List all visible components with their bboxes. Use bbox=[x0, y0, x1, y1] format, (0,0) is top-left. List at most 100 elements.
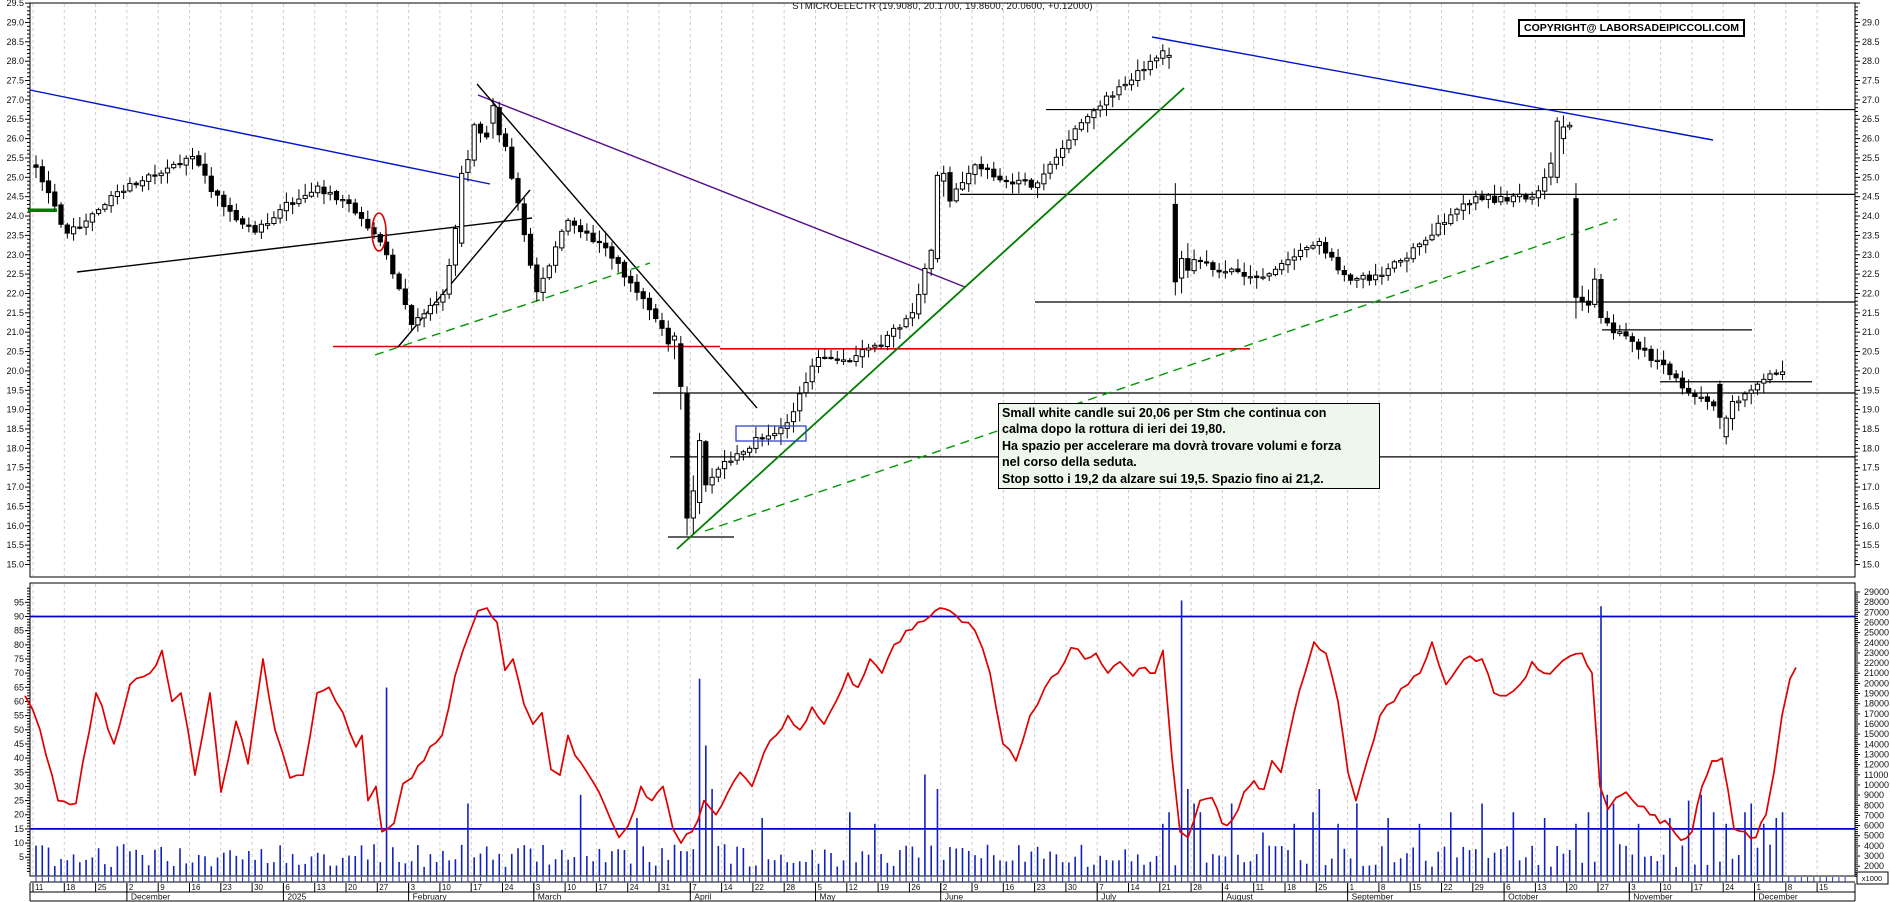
svg-text:8: 8 bbox=[1788, 883, 1793, 892]
annotation-line: Ha spazio per accelerare ma dovrà trovar… bbox=[1002, 438, 1342, 453]
price-axis-right: 29.0 28.5 28.0 27.5 27.0 26.5 26.0 25.5 25.0 24.5… bbox=[1855, 2, 1880, 569]
svg-text:3: 3 bbox=[536, 883, 541, 892]
svg-text:11: 11 bbox=[1256, 883, 1265, 892]
svg-text:3: 3 bbox=[1631, 883, 1636, 892]
svg-text:April: April bbox=[694, 892, 711, 902]
svg-text:23.5: 23.5 bbox=[6, 230, 24, 240]
svg-text:25.5: 25.5 bbox=[1862, 153, 1880, 163]
svg-text:5: 5 bbox=[818, 883, 823, 892]
annotation-box: Small white candle sui 20,06 per Stm che… bbox=[998, 403, 1380, 490]
svg-text:25000: 25000 bbox=[1864, 628, 1889, 638]
svg-text:28.0: 28.0 bbox=[6, 56, 24, 66]
svg-text:27.0: 27.0 bbox=[1862, 95, 1880, 105]
svg-text:4000: 4000 bbox=[1864, 841, 1884, 851]
svg-text:29.0: 29.0 bbox=[1862, 17, 1880, 27]
svg-text:18: 18 bbox=[1287, 883, 1296, 892]
svg-text:27: 27 bbox=[379, 883, 388, 892]
svg-text:20: 20 bbox=[348, 883, 357, 892]
svg-text:17000: 17000 bbox=[1864, 709, 1889, 719]
svg-text:10: 10 bbox=[442, 883, 451, 892]
svg-text:10: 10 bbox=[567, 883, 576, 892]
svg-text:15: 15 bbox=[14, 824, 24, 834]
svg-text:17: 17 bbox=[473, 883, 482, 892]
oscillator-line bbox=[24, 607, 1797, 844]
svg-text:30: 30 bbox=[1068, 883, 1077, 892]
svg-text:2: 2 bbox=[943, 883, 948, 892]
svg-text:18.5: 18.5 bbox=[6, 424, 24, 434]
svg-text:August: August bbox=[1226, 892, 1253, 902]
svg-text:7000: 7000 bbox=[1864, 810, 1884, 820]
svg-text:20.5: 20.5 bbox=[1862, 347, 1880, 357]
red-resistance-line bbox=[333, 345, 1250, 350]
svg-text:17.5: 17.5 bbox=[1862, 463, 1880, 473]
svg-text:50: 50 bbox=[14, 725, 24, 735]
svg-text:29.5: 29.5 bbox=[6, 0, 24, 8]
oscillator-reference-lines bbox=[30, 615, 1855, 830]
svg-text:20: 20 bbox=[14, 810, 24, 820]
svg-text:22.5: 22.5 bbox=[6, 269, 24, 279]
svg-text:9: 9 bbox=[974, 883, 979, 892]
support-resistance-lines bbox=[653, 108, 1855, 538]
svg-text:14: 14 bbox=[724, 883, 733, 892]
annotation-line: Stop sotto i 19,2 da alzare sui 19,5. Sp… bbox=[1002, 471, 1324, 486]
svg-text:19.0: 19.0 bbox=[6, 405, 24, 415]
svg-text:14000: 14000 bbox=[1864, 739, 1889, 749]
svg-text:17.0: 17.0 bbox=[1862, 482, 1880, 492]
svg-text:45: 45 bbox=[14, 739, 24, 749]
svg-text:11: 11 bbox=[35, 883, 44, 892]
svg-text:3000: 3000 bbox=[1864, 851, 1884, 861]
svg-text:23.0: 23.0 bbox=[1862, 250, 1880, 260]
svg-text:December: December bbox=[131, 892, 170, 902]
svg-text:25.0: 25.0 bbox=[6, 172, 24, 182]
annotation-line: Small white candle sui 20,06 per Stm che… bbox=[1002, 406, 1327, 420]
svg-text:13000: 13000 bbox=[1864, 749, 1889, 759]
svg-text:29000: 29000 bbox=[1864, 587, 1889, 597]
svg-text:18.5: 18.5 bbox=[1862, 424, 1880, 434]
svg-text:26: 26 bbox=[911, 883, 920, 892]
svg-text:28.0: 28.0 bbox=[1862, 56, 1880, 66]
svg-text:20000: 20000 bbox=[1864, 678, 1889, 688]
svg-text:20: 20 bbox=[1569, 883, 1578, 892]
svg-text:6: 6 bbox=[1506, 883, 1511, 892]
svg-text:February: February bbox=[413, 892, 448, 902]
svg-text:24.5: 24.5 bbox=[1862, 192, 1880, 202]
svg-text:40: 40 bbox=[14, 753, 24, 763]
svg-text:25.5: 25.5 bbox=[6, 153, 24, 163]
svg-text:19.5: 19.5 bbox=[1862, 385, 1880, 395]
svg-text:21.5: 21.5 bbox=[6, 308, 24, 318]
svg-text:19: 19 bbox=[880, 883, 889, 892]
svg-text:24.5: 24.5 bbox=[6, 192, 24, 202]
panel-frames bbox=[29, 2, 1856, 877]
svg-text:25: 25 bbox=[1318, 883, 1327, 892]
svg-text:16.5: 16.5 bbox=[1862, 501, 1880, 511]
svg-text:95: 95 bbox=[14, 597, 24, 607]
svg-text:2: 2 bbox=[129, 883, 134, 892]
svg-text:25: 25 bbox=[14, 796, 24, 806]
svg-text:28.5: 28.5 bbox=[6, 37, 24, 47]
svg-text:12000: 12000 bbox=[1864, 760, 1889, 770]
blue-box-annotation bbox=[735, 425, 807, 442]
oscillator-axis-left: 95 90 85 80 75 70 65 60 55 50 45 40 35 30 25 20 15 10 5 bbox=[14, 587, 30, 872]
svg-text:26000: 26000 bbox=[1864, 617, 1889, 627]
svg-text:19000: 19000 bbox=[1864, 689, 1889, 699]
svg-text:27000: 27000 bbox=[1864, 607, 1889, 617]
chart-title: STMICROELECTR (19.9080, 20.1700, 19.8600… bbox=[792, 1, 1093, 12]
svg-text:90: 90 bbox=[14, 612, 24, 622]
svg-text:6000: 6000 bbox=[1864, 821, 1884, 831]
svg-text:23000: 23000 bbox=[1864, 648, 1889, 658]
svg-text:5000: 5000 bbox=[1864, 831, 1884, 841]
svg-text:22.0: 22.0 bbox=[6, 288, 24, 298]
svg-text:October: October bbox=[1508, 892, 1538, 902]
svg-text:15.5: 15.5 bbox=[6, 540, 24, 550]
svg-text:9: 9 bbox=[160, 883, 165, 892]
svg-text:21: 21 bbox=[1162, 883, 1171, 892]
svg-text:35: 35 bbox=[14, 767, 24, 777]
volume-axis-right: 2900028000270002600025000240002300022000… bbox=[1855, 587, 1889, 885]
svg-text:27.5: 27.5 bbox=[1862, 76, 1880, 86]
svg-text:15: 15 bbox=[1412, 883, 1421, 892]
svg-text:6: 6 bbox=[285, 883, 290, 892]
svg-text:24: 24 bbox=[630, 883, 639, 892]
